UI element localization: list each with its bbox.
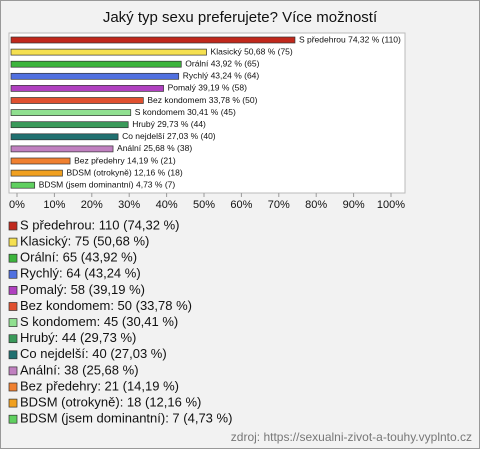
bar-label: Klasický 50,68 % (75) [211,46,293,56]
bar-label: Bez předehry 14,19 % (21) [74,155,176,165]
source: zdroj: https://sexualni-zivot-a-touhy.vy… [231,430,472,444]
x-tick-label: 100% [377,199,405,211]
legend-swatch [8,414,18,424]
legend-swatch [8,318,18,327]
bar [10,157,71,165]
legend-swatch [8,237,18,247]
legend-label: Orální: 65 (43,92 %) [20,250,137,265]
legend-swatch [8,366,18,376]
legend-swatch [8,269,18,279]
legend-label: S předehrou: 110 (74,32 %) [20,217,179,232]
bar [10,145,114,153]
legend-label: Hrubý: 44 (29,73 %) [20,330,136,345]
legend-label: S kondomem: 45 (30,41 %) [20,314,178,329]
x-tick-label: 40% [156,199,178,211]
bar-label: Orální 43,92 % (65) [185,58,259,68]
x-tick-label: 20% [81,199,103,211]
x-tick-label: 90% [343,199,365,211]
legend-swatch [8,398,18,408]
bar [10,97,144,104]
bar-label: BDSM (jsem dominantní) 4,73 % (7) [39,179,176,189]
chart-title: Jaký typ sexu preferujete? Více možností [103,9,378,26]
bar-label: Co nejdelší 27,03 % (40) [122,131,216,141]
bar [10,133,119,141]
bar [10,36,296,44]
legend-label: Bez předehry: 21 (14,19 %) [20,378,179,393]
legend-swatch [8,350,18,360]
bar [10,181,36,189]
bar-label: Pomalý 39,19 % (58) [168,83,248,93]
legend-label: Pomalý: 58 (39,19 %) [20,282,145,297]
bar-label: S předehrou 74,32 % (110) [299,34,401,44]
bar-label: Hrubý 29,73 % (44) [132,119,206,129]
x-tick-label: 0% [9,199,25,211]
legend-label: Co nejdelší: 40 (27,03 %) [20,346,167,361]
x-tick-label: 80% [305,199,327,211]
legend-label: Bez kondomem: 50 (33,78 %) [20,298,192,313]
bar [10,60,182,68]
bar [10,121,129,129]
x-tick-label: 10% [43,199,65,211]
bar-label: Anální 25,68 % (38) [117,143,192,153]
bar [10,85,164,92]
bar-label: BDSM (otrokyně) 12,16 % (18) [66,167,182,177]
bar-label: Rychlý 43,24 % (64) [183,71,260,81]
x-tick-label: 70% [268,199,290,211]
bar-label: Bez kondomem 33,78 % (50) [147,95,257,105]
x-tick-label: 60% [230,199,252,211]
legend-swatch [8,221,18,231]
legend-label: Rychlý: 64 (43,24 %) [20,266,141,281]
legend-swatch [8,382,18,392]
bar [10,169,63,177]
legend-swatch [8,253,18,263]
bar [10,48,207,56]
legend-label: BDSM (jsem dominantní): 7 (4,73 %) [20,411,232,426]
bar [10,109,132,116]
legend-label: Klasický: 75 (50,68 %) [20,234,149,249]
x-tick-label: 30% [118,199,140,211]
legend-label: BDSM (otrokyně): 18 (12,16 %) [20,395,201,410]
legend-swatch [8,334,18,344]
legend-label: Anální: 38 (25,68 %) [20,362,139,377]
legend-swatch [8,302,18,311]
bar [10,72,180,80]
legend-swatch [8,286,18,295]
bar-label: S kondomem 30,41 % (45) [135,107,236,117]
x-tick-label: 50% [193,199,215,211]
